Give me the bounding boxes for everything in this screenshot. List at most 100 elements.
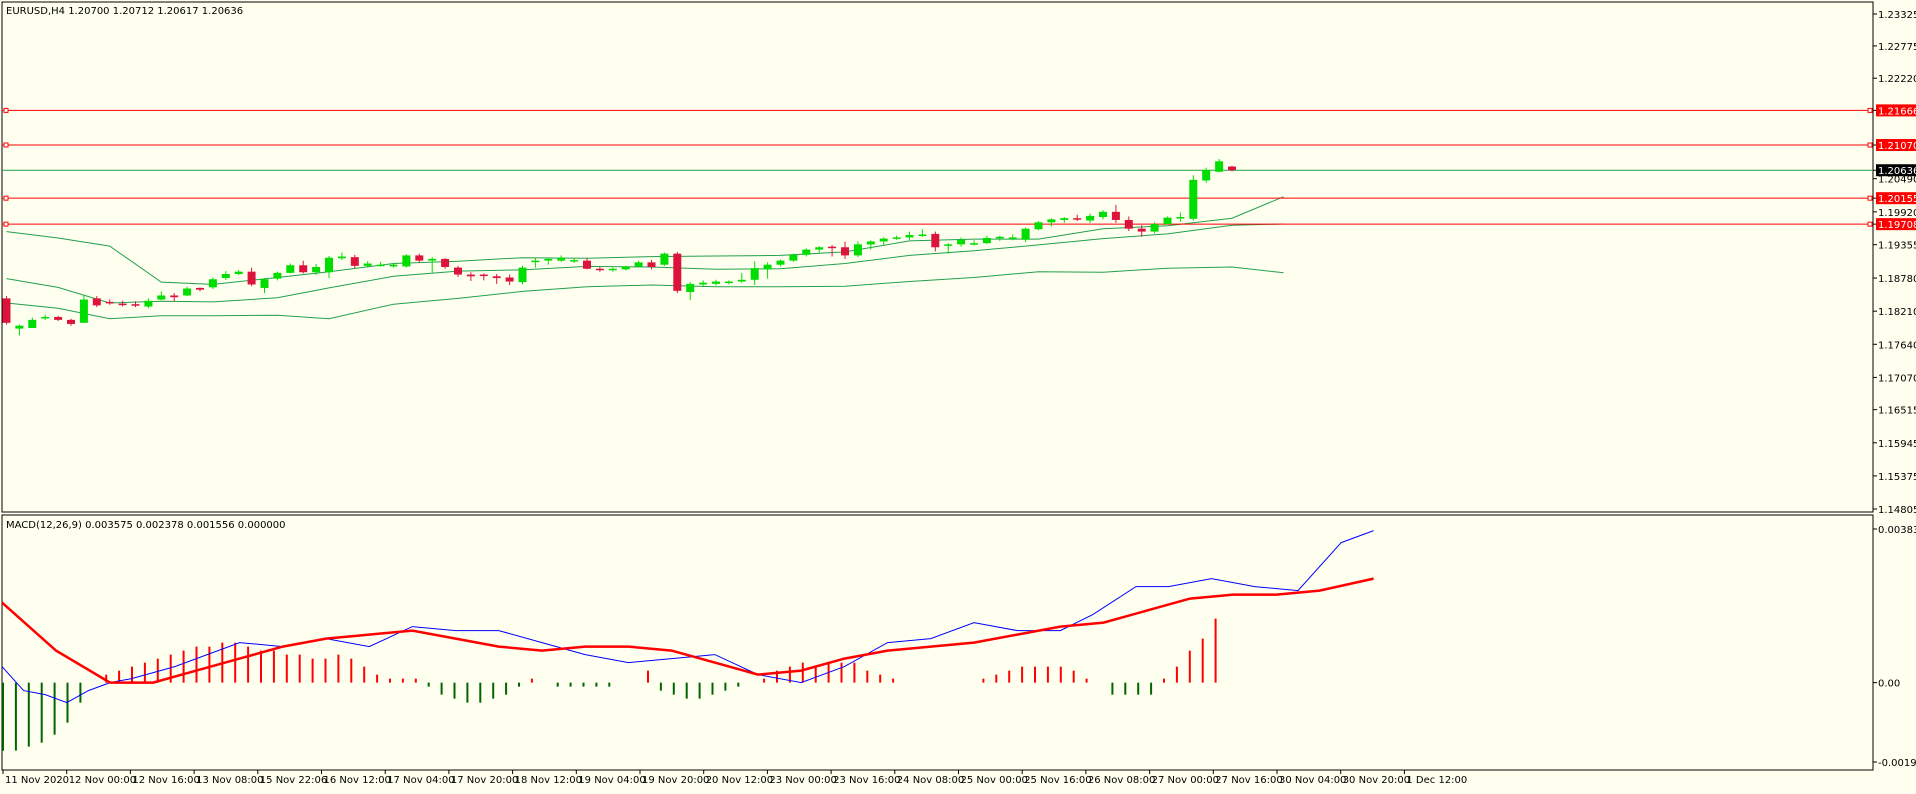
candle-body xyxy=(428,258,437,261)
candle-body xyxy=(389,264,398,267)
price-tick-label: 1.17070 xyxy=(1878,373,1916,384)
candle-body xyxy=(1202,169,1211,181)
bollinger-middle-band xyxy=(6,223,1284,304)
candle-body xyxy=(1034,222,1043,230)
candlesticks xyxy=(2,158,1236,336)
candle-body xyxy=(286,265,295,273)
candle-body xyxy=(170,295,179,298)
candle-body xyxy=(15,325,24,329)
candle-body xyxy=(402,255,411,267)
price-tick-label: 1.19920 xyxy=(1878,208,1916,219)
time-tick-label: 30 Nov 20:00 xyxy=(1343,775,1410,786)
bollinger-lower-band xyxy=(6,266,1284,320)
time-tick-label: 18 Nov 12:00 xyxy=(515,775,582,786)
candle-body xyxy=(634,262,643,267)
time-tick-label: 26 Nov 08:00 xyxy=(1088,775,1155,786)
candle-body xyxy=(557,257,566,261)
price-tick-label: 1.15375 xyxy=(1878,472,1916,483)
candle-body xyxy=(931,233,940,248)
line-anchor-right xyxy=(1867,221,1873,227)
time-tick-label: 15 Nov 22:06 xyxy=(260,775,327,786)
time-tick-label: 13 Nov 08:00 xyxy=(196,775,263,786)
price-tag xyxy=(1876,104,1916,117)
candle-body xyxy=(724,281,733,284)
candle-body xyxy=(712,281,720,284)
time-tick-label: 19 Nov 04:00 xyxy=(578,775,645,786)
price-tick-label: 1.14805 xyxy=(1878,505,1916,516)
candle-body xyxy=(1099,211,1107,218)
candle-body xyxy=(350,257,359,266)
time-tick-label: 1 Dec 12:00 xyxy=(1406,775,1467,786)
time-tick-label: 23 Nov 00:00 xyxy=(769,775,836,786)
candle-body xyxy=(157,295,166,300)
line-anchor-right xyxy=(1867,195,1873,201)
candle-body xyxy=(802,249,811,255)
time-tick-label: 27 Nov 16:00 xyxy=(1215,775,1282,786)
candle-body xyxy=(454,267,462,275)
price-tick-label: 1.23325 xyxy=(1878,10,1916,21)
candle-body xyxy=(737,279,746,282)
price-tick-label: 1.15945 xyxy=(1878,439,1916,450)
price-tick-label: 1.18210 xyxy=(1878,307,1916,318)
time-tick-label: 20 Nov 12:00 xyxy=(706,775,773,786)
candle-body xyxy=(1228,166,1236,171)
candle-body xyxy=(41,316,50,319)
candle-body xyxy=(853,244,862,256)
candle-body xyxy=(1176,217,1185,219)
candle-body xyxy=(776,260,785,265)
candle-body xyxy=(67,319,75,324)
price-tag-label: 1.21666 xyxy=(1878,106,1916,117)
candle-body xyxy=(54,316,63,320)
candle-body xyxy=(144,300,153,307)
candle-body xyxy=(196,287,204,290)
candle-body xyxy=(918,234,927,236)
current-price-tag-label: 1.20636 xyxy=(1878,166,1916,177)
price-tag-label: 1.20155 xyxy=(1878,194,1916,205)
bollinger-upper-band xyxy=(6,196,1284,285)
candle-body xyxy=(1047,219,1056,223)
candle-body xyxy=(1008,237,1017,239)
price-tick-label: 1.18780 xyxy=(1878,274,1916,285)
horizontal-lines[interactable] xyxy=(2,107,1873,227)
candle-body xyxy=(505,277,514,282)
candle-body xyxy=(1215,161,1224,172)
candle-body xyxy=(492,276,501,279)
candle-body xyxy=(479,274,488,277)
price-tag-label: 1.21070 xyxy=(1878,141,1916,152)
time-tick-label: 23 Nov 16:00 xyxy=(833,775,900,786)
macd-indicator xyxy=(1,530,1374,751)
line-anchor-left xyxy=(3,221,9,227)
macd-panel[interactable] xyxy=(1,514,1874,771)
candle-body xyxy=(208,279,217,288)
macd-info-label: MACD(12,26,9) 0.003575 0.002378 0.001556… xyxy=(6,520,286,531)
line-anchor-right xyxy=(1867,107,1873,113)
candle-body xyxy=(1060,218,1069,220)
candle-body xyxy=(28,319,37,329)
candle-body xyxy=(763,264,772,270)
candle-body xyxy=(621,266,630,270)
candle-body xyxy=(982,237,991,244)
candle-body xyxy=(595,268,604,271)
candle-body xyxy=(583,260,591,269)
candle-body xyxy=(247,271,256,285)
candle-body xyxy=(1150,224,1159,232)
candle-body xyxy=(79,299,88,323)
price-tick-label: 1.22220 xyxy=(1878,74,1916,85)
time-tick-label: 16 Nov 12:00 xyxy=(324,775,391,786)
time-tick-label: 11 Nov 2020 xyxy=(5,775,69,786)
candle-body xyxy=(544,258,553,261)
candle-body xyxy=(879,238,888,242)
candle-body xyxy=(312,267,321,273)
price-tick-label: 1.22775 xyxy=(1878,42,1916,53)
price-tags: 1.21666 1.21070 1.20155 1.19708 1.20636 xyxy=(1876,104,1916,231)
time-tick-label: 25 Nov 00:00 xyxy=(961,775,1028,786)
candle-body xyxy=(363,263,372,266)
candle-body xyxy=(673,253,682,291)
price-panel[interactable] xyxy=(1,1,1874,513)
candle-body xyxy=(660,253,669,265)
candle-body xyxy=(260,279,269,288)
price-tag-label: 1.19708 xyxy=(1878,220,1916,231)
